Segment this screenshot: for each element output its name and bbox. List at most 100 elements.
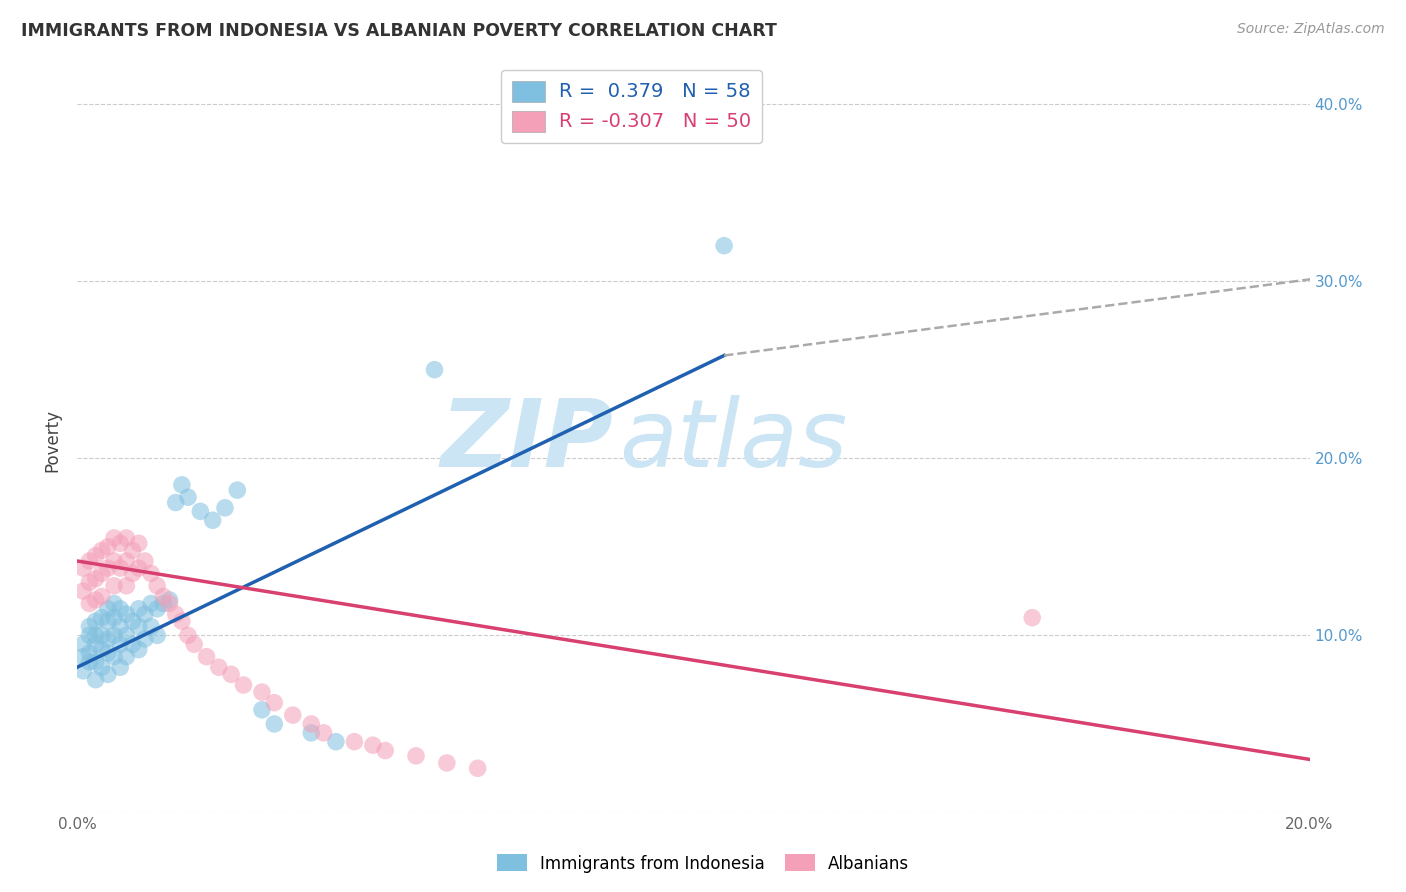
Point	[128, 619, 150, 633]
Point	[165, 607, 187, 621]
Point	[263, 696, 285, 710]
Point	[84, 549, 107, 563]
Point	[226, 483, 249, 497]
Point	[128, 602, 150, 616]
Point	[97, 646, 120, 660]
Point	[84, 637, 107, 651]
Point	[214, 500, 236, 515]
Point	[103, 628, 125, 642]
Point	[97, 561, 120, 575]
Point	[170, 478, 193, 492]
Point	[128, 536, 150, 550]
Point	[110, 637, 132, 651]
Text: Source: ZipAtlas.com: Source: ZipAtlas.com	[1237, 22, 1385, 37]
Point	[177, 628, 200, 642]
Point	[423, 362, 446, 376]
Point	[299, 726, 322, 740]
Point	[232, 678, 254, 692]
Point	[115, 531, 138, 545]
Point	[436, 756, 458, 770]
Point	[103, 597, 125, 611]
Point	[103, 610, 125, 624]
Point	[97, 632, 120, 646]
Point	[72, 664, 94, 678]
Point	[146, 628, 169, 642]
Point	[79, 628, 101, 642]
Point	[361, 738, 384, 752]
Point	[72, 584, 94, 599]
Text: atlas: atlas	[620, 395, 848, 486]
Point	[115, 628, 138, 642]
Legend: R =  0.379   N = 58, R = -0.307   N = 50: R = 0.379 N = 58, R = -0.307 N = 50	[502, 70, 762, 143]
Point	[159, 597, 181, 611]
Point	[188, 504, 211, 518]
Point	[103, 579, 125, 593]
Text: IMMIGRANTS FROM INDONESIA VS ALBANIAN POVERTY CORRELATION CHART: IMMIGRANTS FROM INDONESIA VS ALBANIAN PO…	[21, 22, 778, 40]
Point	[134, 632, 156, 646]
Point	[121, 637, 143, 651]
Point	[1021, 610, 1043, 624]
Point	[90, 543, 112, 558]
Point	[97, 667, 120, 681]
Point	[110, 536, 132, 550]
Point	[110, 619, 132, 633]
Point	[103, 554, 125, 568]
Point	[72, 561, 94, 575]
Point	[90, 660, 112, 674]
Point	[110, 660, 132, 674]
Point	[110, 602, 132, 616]
Point	[713, 238, 735, 252]
Point	[152, 597, 174, 611]
Text: ZIP: ZIP	[440, 394, 613, 486]
Point	[79, 597, 101, 611]
Point	[90, 642, 112, 657]
Point	[325, 734, 347, 748]
Point	[219, 667, 242, 681]
Point	[97, 614, 120, 628]
Point	[79, 554, 101, 568]
Point	[170, 614, 193, 628]
Point	[79, 619, 101, 633]
Point	[139, 597, 162, 611]
Point	[79, 646, 101, 660]
Y-axis label: Poverty: Poverty	[44, 409, 60, 472]
Point	[177, 490, 200, 504]
Point	[152, 590, 174, 604]
Point	[84, 593, 107, 607]
Point	[343, 734, 366, 748]
Point	[201, 513, 224, 527]
Point	[121, 543, 143, 558]
Point	[84, 673, 107, 687]
Point	[84, 628, 107, 642]
Point	[103, 649, 125, 664]
Point	[84, 572, 107, 586]
Point	[128, 561, 150, 575]
Point	[299, 717, 322, 731]
Point	[250, 685, 273, 699]
Point	[139, 566, 162, 581]
Point	[72, 637, 94, 651]
Point	[79, 575, 101, 590]
Point	[208, 660, 231, 674]
Point	[134, 554, 156, 568]
Point	[103, 531, 125, 545]
Point	[115, 649, 138, 664]
Point	[121, 614, 143, 628]
Point	[115, 554, 138, 568]
Point	[195, 649, 218, 664]
Point	[146, 579, 169, 593]
Point	[90, 590, 112, 604]
Point	[115, 607, 138, 621]
Point	[134, 607, 156, 621]
Point	[110, 561, 132, 575]
Point	[250, 703, 273, 717]
Point	[72, 649, 94, 664]
Point	[84, 614, 107, 628]
Legend: Immigrants from Indonesia, Albanians: Immigrants from Indonesia, Albanians	[491, 847, 915, 880]
Point	[139, 619, 162, 633]
Point	[121, 566, 143, 581]
Point	[115, 579, 138, 593]
Point	[281, 708, 304, 723]
Point	[146, 602, 169, 616]
Point	[79, 655, 101, 669]
